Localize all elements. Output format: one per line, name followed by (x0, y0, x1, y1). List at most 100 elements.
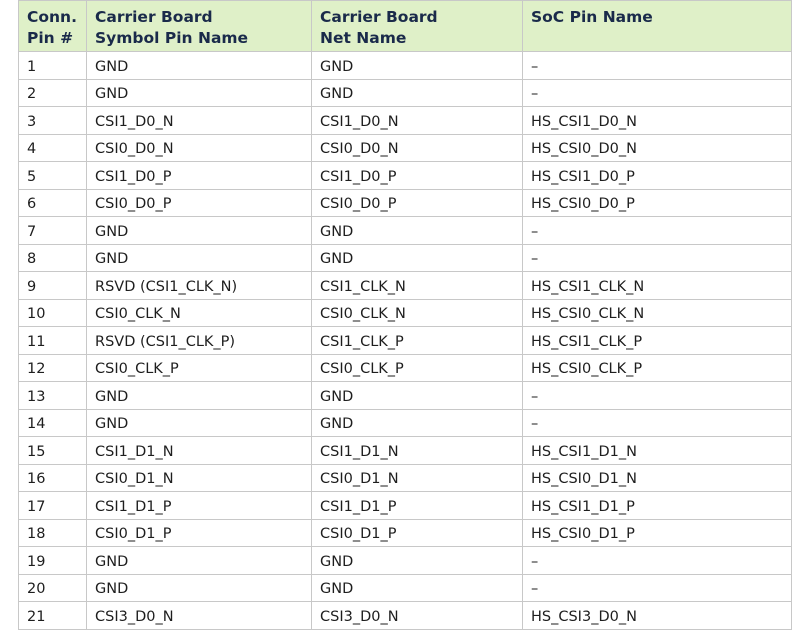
header-line: Carrier Board (320, 8, 438, 26)
cell-conn-pin: 11 (18, 326, 87, 355)
cell-soc-pin-name: – (522, 51, 792, 80)
table-row: 15 CSI1_D1_N CSI1_D1_N HS_CSI1_D1_N (18, 436, 792, 465)
cell-conn-pin: 20 (18, 573, 87, 602)
header-conn-pin: Conn. Pin # (18, 0, 87, 52)
cell-conn-pin: 18 (18, 518, 87, 547)
cell-symbol-pin-name: CSI1_D0_P (86, 161, 312, 190)
cell-conn-pin: 14 (18, 408, 87, 437)
cell-soc-pin-name: HS_CSI0_D1_N (522, 463, 792, 492)
header-soc-pin-name: SoC Pin Name (522, 0, 792, 52)
cell-net-name: CSI0_D0_N (311, 133, 523, 162)
cell-conn-pin: 12 (18, 353, 87, 382)
cell-symbol-pin-name: CSI1_D0_N (86, 106, 312, 135)
cell-conn-pin: 4 (18, 133, 87, 162)
table-row: 11 RSVD (CSI1_CLK_P) CSI1_CLK_P HS_CSI1_CLK… (18, 326, 792, 355)
cell-soc-pin-name: HS_CSI3_D0_N (522, 601, 792, 630)
cell-soc-pin-name: HS_CSI1_D1_P (522, 491, 792, 520)
cell-conn-pin: 7 (18, 216, 87, 245)
cell-symbol-pin-name: GND (86, 51, 312, 80)
cell-net-name: CSI0_CLK_N (311, 298, 523, 327)
cell-conn-pin: 17 (18, 491, 87, 520)
table-row: 6 CSI0_D0_P CSI0_D0_P HS_CSI0_D0_P (18, 188, 792, 217)
cell-symbol-pin-name: CSI0_D0_P (86, 188, 312, 217)
pin-table: Conn. Pin # Carrier Board Symbol Pin Nam… (18, 0, 792, 630)
cell-symbol-pin-name: CSI0_D0_N (86, 133, 312, 162)
cell-symbol-pin-name: GND (86, 243, 312, 272)
cell-net-name: CSI1_CLK_N (311, 271, 523, 300)
cell-soc-pin-name: – (522, 573, 792, 602)
cell-symbol-pin-name: RSVD (CSI1_CLK_N) (86, 271, 312, 300)
cell-net-name: CSI0_D0_P (311, 188, 523, 217)
cell-symbol-pin-name: GND (86, 216, 312, 245)
cell-symbol-pin-name: GND (86, 573, 312, 602)
cell-soc-pin-name: – (522, 216, 792, 245)
cell-conn-pin: 13 (18, 381, 87, 410)
table-row: 16 CSI0_D1_N CSI0_D1_N HS_CSI0_D1_N (18, 463, 792, 492)
table-row: 4 CSI0_D0_N CSI0_D0_N HS_CSI0_D0_N (18, 133, 792, 162)
cell-conn-pin: 1 (18, 51, 87, 80)
cell-soc-pin-name: HS_CSI1_CLK_P (522, 326, 792, 355)
cell-conn-pin: 5 (18, 161, 87, 190)
table-row: 18 CSI0_D1_P CSI0_D1_P HS_CSI0_D1_P (18, 518, 792, 547)
cell-soc-pin-name: HS_CSI1_D0_N (522, 106, 792, 135)
cell-net-name: GND (311, 408, 523, 437)
cell-net-name: GND (311, 381, 523, 410)
cell-symbol-pin-name: CSI0_D1_P (86, 518, 312, 547)
table-row: 2 GND GND – (18, 78, 792, 107)
cell-conn-pin: 2 (18, 78, 87, 107)
cell-net-name: CSI3_D0_N (311, 601, 523, 630)
cell-conn-pin: 10 (18, 298, 87, 327)
cell-net-name: GND (311, 573, 523, 602)
table-row: 21 CSI3_D0_N CSI3_D0_N HS_CSI3_D0_N (18, 601, 792, 630)
cell-symbol-pin-name: CSI0_CLK_N (86, 298, 312, 327)
cell-net-name: GND (311, 216, 523, 245)
table-row: 17 CSI1_D1_P CSI1_D1_P HS_CSI1_D1_P (18, 491, 792, 520)
header-row: Conn. Pin # Carrier Board Symbol Pin Nam… (18, 0, 792, 52)
cell-symbol-pin-name: GND (86, 78, 312, 107)
cell-symbol-pin-name: GND (86, 408, 312, 437)
header-symbol-pin-name: Carrier Board Symbol Pin Name (86, 0, 312, 52)
cell-net-name: CSI1_D0_P (311, 161, 523, 190)
cell-soc-pin-name: HS_CSI1_D0_P (522, 161, 792, 190)
table-row: 20 GND GND – (18, 573, 792, 602)
table-row: 1 GND GND – (18, 51, 792, 80)
table-row: 14 GND GND – (18, 408, 792, 437)
header-line: Net Name (320, 29, 407, 47)
cell-soc-pin-name: HS_CSI1_CLK_N (522, 271, 792, 300)
table-row: 19 GND GND – (18, 546, 792, 575)
cell-net-name: GND (311, 51, 523, 80)
header-line: Symbol Pin Name (95, 29, 249, 47)
cell-conn-pin: 21 (18, 601, 87, 630)
cell-net-name: CSI1_D0_N (311, 106, 523, 135)
header-net-name: Carrier Board Net Name (311, 0, 523, 52)
cell-conn-pin: 3 (18, 106, 87, 135)
cell-soc-pin-name: – (522, 78, 792, 107)
cell-symbol-pin-name: CSI0_CLK_P (86, 353, 312, 382)
cell-symbol-pin-name: CSI0_D1_N (86, 463, 312, 492)
cell-net-name: CSI1_CLK_P (311, 326, 523, 355)
cell-soc-pin-name: – (522, 546, 792, 575)
table-row: 5 CSI1_D0_P CSI1_D0_P HS_CSI1_D0_P (18, 161, 792, 190)
cell-conn-pin: 15 (18, 436, 87, 465)
cell-soc-pin-name: HS_CSI0_D1_P (522, 518, 792, 547)
cell-symbol-pin-name: CSI1_D1_N (86, 436, 312, 465)
cell-soc-pin-name: HS_CSI1_D1_N (522, 436, 792, 465)
cell-net-name: GND (311, 78, 523, 107)
table-row: 13 GND GND – (18, 381, 792, 410)
table-row: 10 CSI0_CLK_N CSI0_CLK_N HS_CSI0_CLK_N (18, 298, 792, 327)
cell-conn-pin: 19 (18, 546, 87, 575)
cell-net-name: CSI0_D1_N (311, 463, 523, 492)
pin-table-header: Conn. Pin # Carrier Board Symbol Pin Nam… (18, 0, 792, 52)
header-line: SoC Pin Name (531, 8, 653, 26)
cell-symbol-pin-name: GND (86, 546, 312, 575)
header-line: Conn. (27, 8, 77, 26)
cell-symbol-pin-name: RSVD (CSI1_CLK_P) (86, 326, 312, 355)
cell-soc-pin-name: – (522, 408, 792, 437)
cell-net-name: CSI1_D1_P (311, 491, 523, 520)
cell-net-name: GND (311, 243, 523, 272)
table-row: 3 CSI1_D0_N CSI1_D0_N HS_CSI1_D0_N (18, 106, 792, 135)
header-line: Pin # (27, 29, 74, 47)
cell-symbol-pin-name: GND (86, 381, 312, 410)
cell-symbol-pin-name: CSI3_D0_N (86, 601, 312, 630)
cell-conn-pin: 16 (18, 463, 87, 492)
